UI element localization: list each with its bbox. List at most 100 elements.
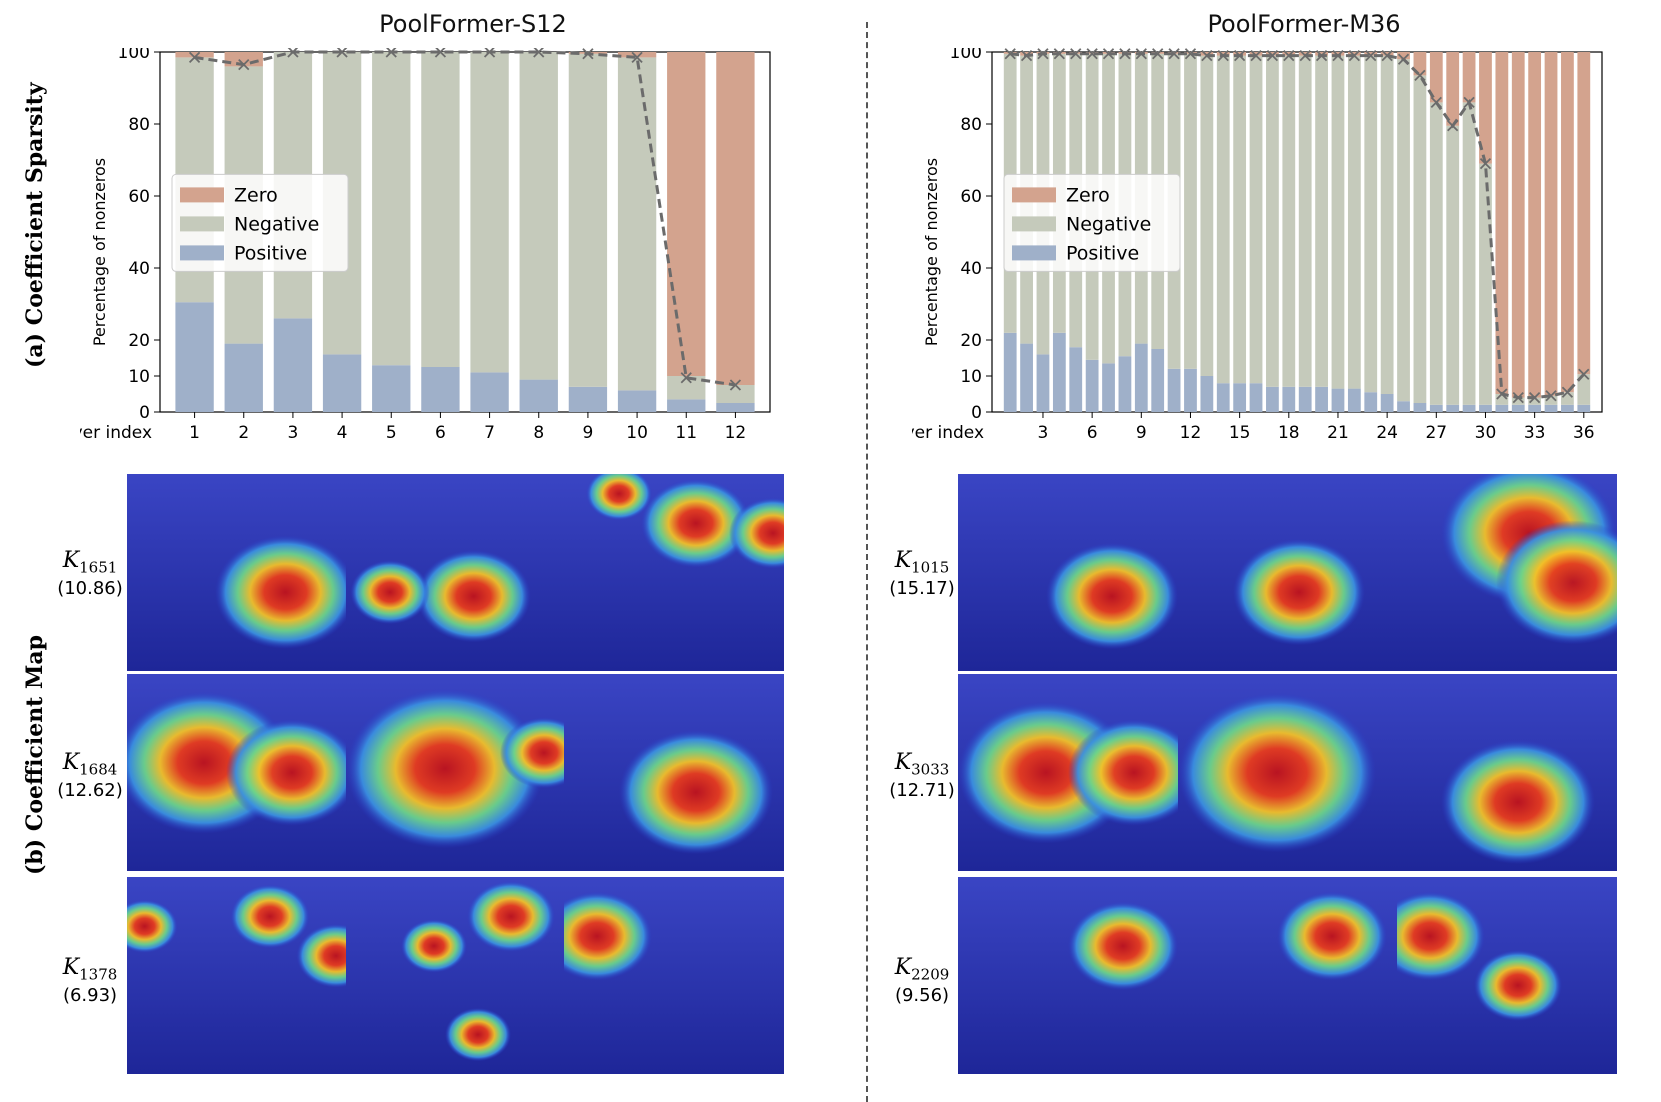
bar-positive-15 — [1233, 383, 1247, 412]
bar-negative-19 — [1298, 55, 1312, 387]
heat-spot — [1397, 891, 1485, 981]
bar-positive-34 — [1544, 404, 1558, 412]
bar-negative-12 — [1184, 53, 1197, 369]
heatmap-image — [958, 674, 1178, 871]
bar-zero-20 — [1315, 52, 1328, 56]
nonzero-marker-29 — [1463, 96, 1475, 109]
legend-label-positive: Positive — [234, 242, 307, 264]
nonzero-marker-22 — [1348, 49, 1360, 62]
nonzero-marker-23 — [1365, 49, 1377, 62]
nonzero-marker-6 — [434, 48, 447, 58]
legend-swatch-zero — [180, 187, 224, 203]
heat-spot — [1068, 901, 1178, 991]
heatmap-image — [346, 877, 566, 1074]
heat-spot — [1178, 692, 1376, 853]
heatmap-image — [346, 674, 566, 871]
heat-spot — [127, 899, 178, 953]
nonzero-marker-12 — [729, 379, 742, 391]
heatmap-s12-r1-c1 — [127, 474, 347, 671]
bar-positive-35 — [1561, 404, 1574, 412]
heat-spot — [1233, 539, 1365, 646]
legend-label-negative: Negative — [234, 213, 319, 235]
x-tick-label-11: 11 — [675, 423, 697, 443]
legend: Zero Negative Positive — [1003, 173, 1181, 272]
bar-zero-25 — [1397, 52, 1410, 60]
heat-spot — [500, 717, 566, 789]
y-tick-label-100: 100 — [118, 48, 150, 63]
legend-swatch-positive — [180, 245, 224, 261]
bar-negative-15 — [1233, 55, 1247, 384]
x-tick-label-8: 8 — [533, 423, 544, 443]
bar-negative-26 — [1413, 75, 1427, 404]
bar-positive-13 — [1200, 376, 1214, 412]
heat-spot — [1068, 719, 1178, 826]
bar-negative-23 — [1364, 55, 1378, 393]
heatmap-m36-r1-c1 — [958, 474, 1178, 671]
nonzero-marker-24 — [1381, 49, 1393, 62]
heatmap-s12-r1-c3 — [564, 474, 784, 671]
bar-positive-7 — [1102, 363, 1115, 412]
bar-negative-16 — [1249, 55, 1263, 384]
kernel-label-s12-3: K1378 (6.93) — [62, 955, 118, 1007]
y-tick-label-10: 10 — [128, 367, 150, 387]
bar-positive-10 — [617, 390, 657, 412]
bar-negative-12 — [716, 385, 755, 403]
heat-spot — [729, 497, 784, 569]
bar-zero-19 — [1298, 52, 1312, 56]
heat-spot — [226, 719, 347, 826]
bar-positive-11 — [667, 399, 706, 412]
bar-positive-17 — [1266, 386, 1279, 412]
y-tick-label-40: 40 — [960, 259, 982, 279]
nonzero-marker-9 — [582, 48, 594, 60]
bar-zero-32 — [1511, 52, 1525, 398]
heat-spot — [564, 891, 652, 981]
bar-zero-10 — [617, 52, 657, 58]
bar-negative-27 — [1429, 102, 1443, 405]
bar-positive-33 — [1528, 404, 1542, 412]
bar-zero-17 — [1266, 52, 1279, 56]
heat-spot — [445, 1008, 511, 1062]
bar-positive-32 — [1511, 404, 1525, 412]
kernel-label-s12-2: K1684 (12.62) — [57, 750, 123, 802]
bar-zero-12 — [716, 52, 755, 385]
heat-spot — [401, 919, 467, 973]
heatmap-image — [1178, 474, 1398, 671]
bar-positive-3 — [273, 318, 313, 412]
bar-zero-2 — [1020, 52, 1033, 56]
nonzero-marker-2 — [1020, 49, 1033, 62]
bar-zero-36 — [1577, 52, 1591, 375]
nonzero-marker-3 — [1037, 48, 1049, 60]
bar-zero-35 — [1561, 52, 1574, 393]
bar-positive-2 — [224, 343, 263, 412]
bar-negative-8 — [519, 52, 558, 380]
heatmap-m36-r1-c2 — [1178, 474, 1398, 671]
heatmap-image — [1178, 674, 1398, 871]
bar-positive-19 — [1298, 386, 1312, 412]
bar-positive-18 — [1282, 386, 1296, 412]
nonzero-marker-25 — [1397, 53, 1410, 65]
bar-positive-31 — [1495, 404, 1509, 412]
heatmap-s12-r3-c3 — [564, 877, 784, 1074]
legend: Zero Negative Positive — [171, 173, 349, 272]
bar-positive-16 — [1249, 383, 1263, 412]
nonzero-marker-11 — [1168, 48, 1180, 60]
heatmap-s12-r2-c2 — [346, 674, 566, 871]
bar-negative-17 — [1266, 55, 1279, 387]
bar-negative-22 — [1347, 55, 1361, 389]
heatmap-image — [1178, 877, 1398, 1074]
x-tick-label-1: 1 — [189, 423, 200, 443]
legend-label-negative: Negative — [1066, 213, 1151, 235]
nonzero-marker-20 — [1315, 49, 1328, 62]
nonzero-marker-27 — [1430, 96, 1442, 109]
bar-positive-2 — [1020, 343, 1033, 412]
nonzero-marker-2 — [238, 58, 250, 71]
kernel-label-m36-3: K2209 (9.56) — [894, 955, 950, 1007]
bar-negative-11 — [667, 376, 706, 400]
heat-spot — [467, 880, 555, 952]
nonzero-marker-4 — [336, 48, 348, 58]
heat-spot — [1474, 949, 1562, 1021]
heat-spot — [416, 550, 531, 643]
bar-positive-14 — [1216, 383, 1230, 412]
kernel-label-m36-1: K1015 (15.17) — [889, 548, 955, 600]
bar-positive-9 — [1134, 343, 1148, 412]
